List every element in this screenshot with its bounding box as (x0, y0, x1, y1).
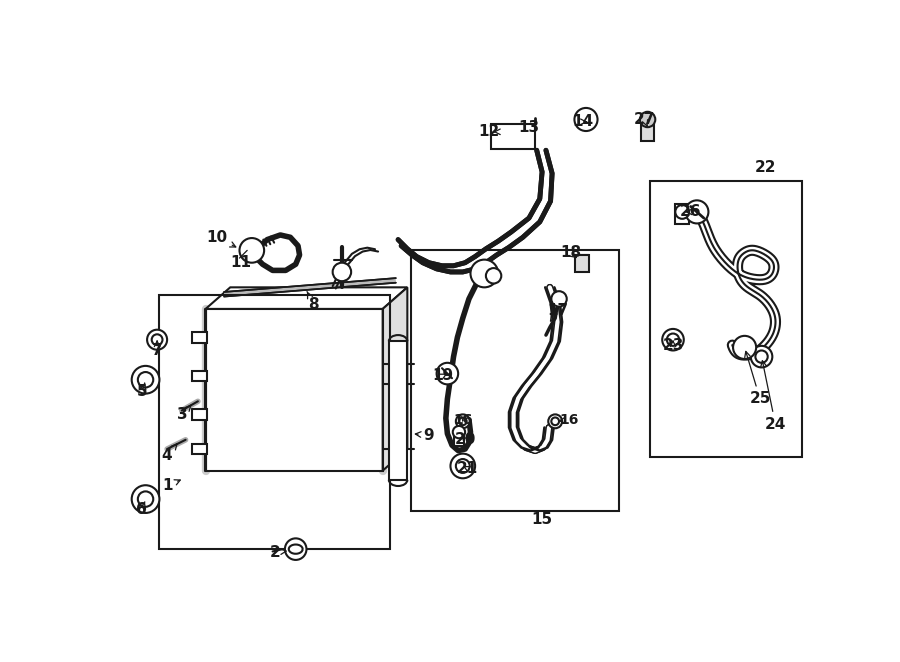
Bar (192, 371, 207, 381)
Circle shape (755, 350, 768, 363)
Circle shape (147, 330, 167, 350)
Text: 14: 14 (572, 115, 593, 129)
Bar (642, 119, 653, 141)
Text: 22: 22 (754, 160, 776, 175)
Text: 1: 1 (162, 479, 180, 493)
Text: 9: 9 (416, 428, 434, 443)
Circle shape (131, 485, 159, 513)
Bar (491, 124, 536, 149)
Polygon shape (382, 287, 408, 471)
Text: 3: 3 (177, 405, 191, 422)
Bar (675, 204, 689, 224)
Circle shape (751, 346, 772, 367)
Text: 26: 26 (680, 205, 701, 219)
Text: 15: 15 (532, 512, 553, 528)
Circle shape (131, 366, 159, 394)
Circle shape (548, 414, 562, 428)
Text: 17: 17 (547, 303, 568, 321)
Text: 7: 7 (152, 343, 162, 358)
Text: 23: 23 (662, 338, 684, 353)
Text: 16: 16 (453, 413, 472, 427)
Text: 12: 12 (478, 124, 500, 139)
Text: 27: 27 (634, 112, 655, 127)
Text: 21: 21 (457, 461, 478, 476)
Bar (650, 181, 803, 457)
Text: 11: 11 (230, 255, 251, 270)
Text: 13: 13 (518, 120, 540, 136)
Circle shape (574, 108, 598, 131)
Bar (205, 309, 382, 471)
Text: 5: 5 (137, 384, 147, 399)
Circle shape (640, 112, 655, 127)
Circle shape (456, 414, 470, 428)
Bar (192, 332, 207, 343)
Text: 19: 19 (432, 368, 454, 383)
Circle shape (152, 334, 163, 345)
Circle shape (471, 260, 499, 287)
Text: 16: 16 (560, 413, 579, 427)
Text: 6: 6 (136, 502, 147, 516)
Text: 18: 18 (560, 245, 581, 260)
Circle shape (667, 334, 680, 346)
Bar (192, 409, 207, 420)
Circle shape (453, 426, 465, 438)
Circle shape (675, 205, 689, 219)
Circle shape (456, 459, 470, 473)
Circle shape (451, 453, 475, 479)
Circle shape (436, 363, 458, 385)
Circle shape (285, 538, 307, 560)
Circle shape (685, 201, 708, 224)
Bar (454, 432, 464, 446)
Circle shape (734, 336, 756, 359)
Bar (411, 250, 619, 510)
Circle shape (239, 238, 264, 263)
Bar (389, 341, 408, 480)
Circle shape (552, 418, 559, 425)
Polygon shape (224, 278, 396, 297)
Text: 10: 10 (206, 230, 236, 247)
Bar (192, 444, 207, 454)
Circle shape (333, 263, 351, 281)
Text: 20: 20 (454, 432, 476, 448)
Text: 4: 4 (162, 444, 177, 463)
Text: 8: 8 (307, 291, 319, 312)
Circle shape (459, 418, 466, 425)
Circle shape (138, 372, 153, 387)
Circle shape (552, 291, 567, 307)
Bar (575, 255, 590, 272)
Circle shape (486, 268, 501, 283)
Text: 24: 24 (760, 361, 786, 432)
Text: 2: 2 (269, 545, 280, 561)
Circle shape (138, 491, 153, 507)
Polygon shape (205, 287, 408, 309)
Circle shape (662, 329, 684, 350)
Bar (159, 295, 391, 549)
Text: 25: 25 (744, 352, 770, 406)
